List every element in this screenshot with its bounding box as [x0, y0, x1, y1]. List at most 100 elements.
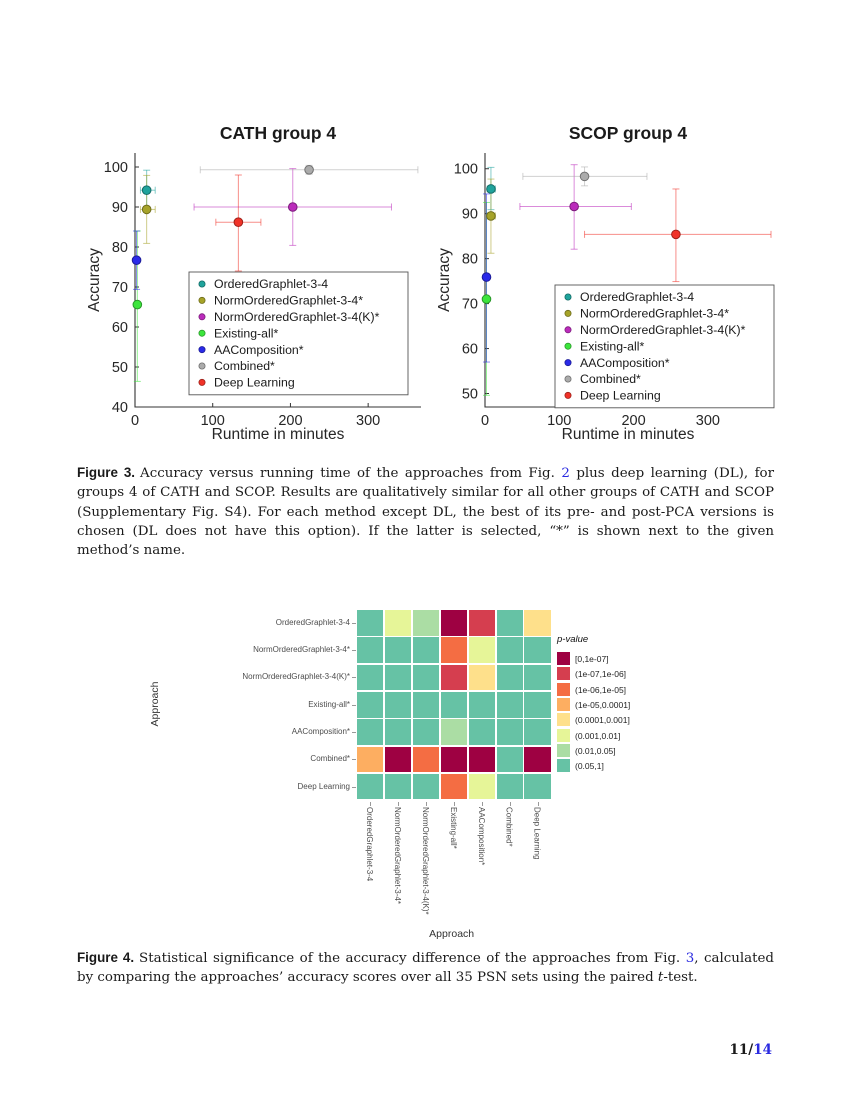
heatmap-y-tick — [352, 704, 356, 706]
y-tick-label: 80 — [112, 240, 128, 256]
legend-label: Combined* — [580, 372, 641, 386]
x-tick-label: 300 — [696, 413, 720, 429]
legend-label: NormOrderedGraphlet-3-4* — [580, 307, 729, 321]
y-tick-label: 40 — [112, 400, 128, 416]
figure3-caption-label: Figure 3. — [77, 465, 136, 480]
data-point-Existing-all* — [481, 294, 492, 304]
data-point-Deep Learning — [233, 217, 244, 227]
data-point-Deep Learning — [671, 229, 681, 240]
heatmap-cell — [412, 664, 440, 691]
figure3-plots: CATH group 4 Runtime in minutes Accuracy 0 1… — [85, 115, 775, 447]
legend-label: OrderedGraphlet-3-4 — [580, 290, 694, 304]
legend-marker-Combined* — [198, 362, 206, 370]
page-number-current: 11/ — [729, 1042, 754, 1058]
figure4-caption: Figure 4. Statistical significance of the… — [77, 948, 774, 988]
heatmap-cell — [496, 637, 523, 663]
heatmap-cell — [384, 691, 412, 718]
data-point-Combined* — [579, 171, 590, 182]
heatmap-cell — [524, 610, 551, 636]
heatmap-cell — [524, 746, 551, 773]
heatmap-cell — [440, 637, 468, 663]
fig3-reference-link[interactable]: 3 — [685, 951, 695, 966]
heatmap-cell — [440, 746, 468, 773]
y-axis-label: Accuracy — [86, 248, 103, 312]
heatmap-cell — [468, 637, 495, 663]
heatmap-legend-label: (0.001,0.01] — [575, 730, 621, 741]
heatmap-cell — [524, 637, 551, 663]
legend-label: NormOrderedGraphlet-3-4(K)* — [214, 310, 380, 324]
heatmap-x-tick — [370, 801, 372, 806]
heatmap-col-label: NormOrderedGraphlet-3-4(K)* — [421, 807, 430, 915]
legend-marker-NormOrderedGraphlet-3-4(K)* — [198, 313, 206, 321]
heatmap-legend-swatch — [557, 697, 570, 711]
heatmap-cell — [496, 610, 523, 636]
data-point-NormOrderedGraphlet-3-4(K)* — [569, 201, 579, 212]
figure4-heatmap: OrderedGraphlet-3-4 NormOrderedGraphlet-3… — [85, 598, 765, 948]
plot-title: CATH group 4 — [220, 123, 337, 143]
y-tick-label: 100 — [104, 160, 128, 176]
heatmap-legend-swatch — [557, 652, 570, 665]
x-axis-label: Runtime in minutes — [212, 426, 345, 443]
heatmap-cell — [357, 637, 384, 663]
heatmap-x-tick — [398, 801, 400, 806]
heatmap-cell — [496, 664, 523, 691]
heatmap-col-label: OrderedGraphlet-3-4 — [365, 807, 375, 882]
legend-box — [188, 271, 409, 396]
data-point-NormOrderedGraphlet-3-4* — [141, 204, 152, 215]
legend-marker-AAComposition* — [198, 346, 206, 354]
heatmap-cell — [496, 691, 523, 718]
heatmap-legend-label: (0.05,1] — [575, 761, 604, 772]
heatmap-cell — [357, 773, 384, 800]
heatmap-cell — [384, 610, 412, 636]
legend-marker-Existing-all* — [564, 342, 572, 350]
heatmap-cell — [468, 610, 495, 636]
legend-label: AAComposition* — [214, 343, 304, 357]
heatmap-cell — [524, 719, 551, 745]
fig2-reference-link[interactable]: 2 — [561, 466, 570, 481]
legend-label: NormOrderedGraphlet-3-4* — [214, 294, 363, 308]
heatmap-x-axis-title: Approach — [429, 928, 475, 940]
legend-label: Deep Learning — [580, 389, 661, 403]
y-tick-label: 50 — [462, 387, 478, 403]
legend-marker-NormOrderedGraphlet-3-4* — [564, 309, 572, 317]
heatmap-cell — [357, 610, 384, 636]
heatmap-y-tick — [352, 786, 356, 788]
x-tick-label: 100 — [201, 413, 225, 429]
y-tick-label: 80 — [462, 252, 478, 268]
heatmap-cell — [496, 773, 523, 800]
legend-label: Existing-all* — [580, 339, 644, 353]
x-tick-label: 0 — [481, 413, 489, 429]
heatmap-legend-label: (0.0001,0.001] — [575, 715, 630, 726]
figure4-caption-text-1: Statistical significance of the accuracy… — [139, 951, 686, 966]
y-tick-label: 60 — [112, 320, 128, 336]
y-tick-label: 90 — [462, 207, 478, 223]
heatmap-cell — [468, 691, 495, 718]
heatmap-cell — [496, 746, 523, 773]
data-point-OrderedGraphlet-3-4 — [486, 184, 496, 194]
legend-marker-Existing-all* — [198, 329, 206, 337]
heatmap-row-label: AAComposition* — [291, 727, 350, 737]
legend-marker-OrderedGraphlet-3-4 — [564, 293, 572, 301]
data-point-AAComposition* — [131, 255, 142, 265]
heatmap-legend-swatch — [557, 743, 570, 757]
heatmap-col-label: Combined* — [504, 807, 514, 847]
page-number-total-link[interactable]: 14 — [753, 1042, 772, 1058]
x-tick-label: 200 — [278, 413, 302, 429]
x-axis-label: Runtime in minutes — [562, 426, 695, 443]
heatmap-cell — [384, 637, 412, 663]
figure4-caption-label: Figure 4. — [77, 950, 135, 965]
heatmap-cell — [412, 637, 440, 663]
legend-label: NormOrderedGraphlet-3-4(K)* — [580, 323, 746, 337]
heatmap-cell — [357, 664, 384, 691]
heatmap-x-tick — [509, 801, 511, 806]
figure3-caption-text-2: plus deep learning (DL), for groups 4 of… — [77, 466, 775, 559]
heatmap-col-label: Deep Learning — [532, 807, 542, 860]
heatmap-col-label: AAComposition* — [476, 807, 486, 866]
heatmap-legend-swatch — [557, 667, 570, 681]
data-point-Existing-all* — [132, 299, 143, 310]
heatmap-legend-label: (1e-06,1e-05] — [575, 684, 627, 695]
legend-label: Combined* — [214, 359, 275, 373]
heatmap-cell — [440, 773, 468, 800]
legend-marker-AAComposition* — [564, 359, 572, 367]
legend-marker-OrderedGraphlet-3-4 — [198, 280, 206, 288]
